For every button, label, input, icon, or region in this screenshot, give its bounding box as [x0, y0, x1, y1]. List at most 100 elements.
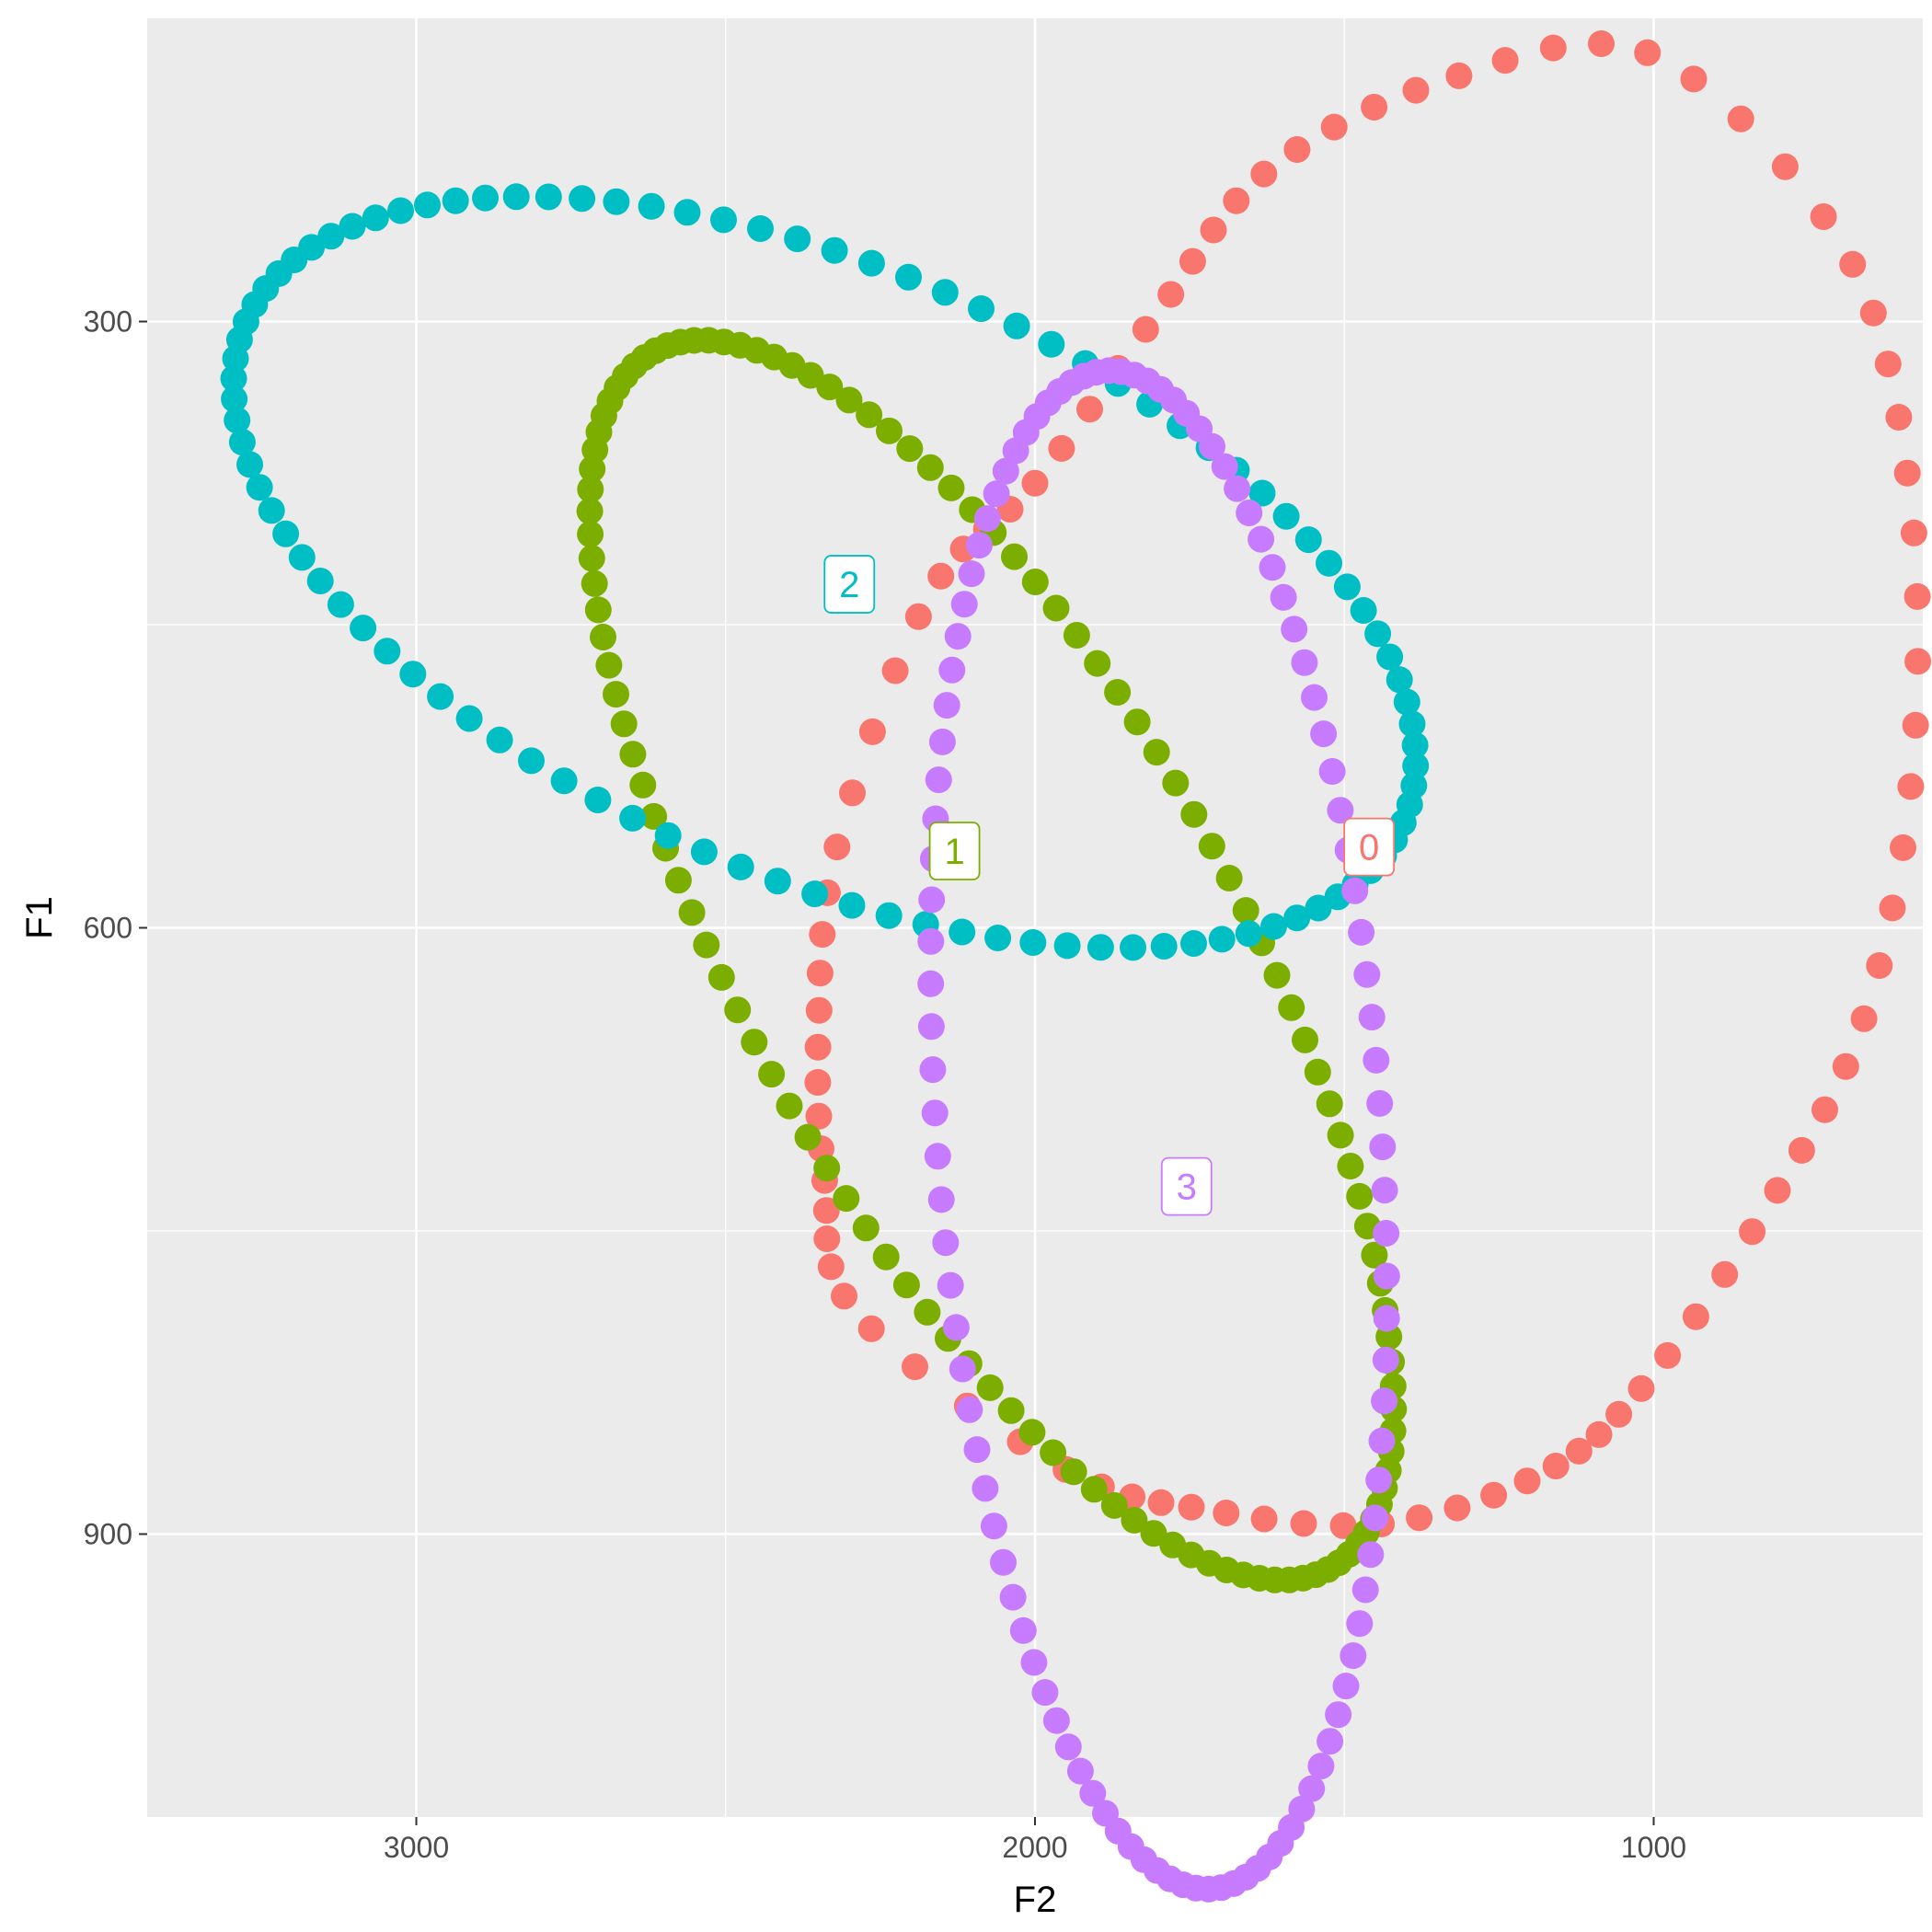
data-point	[236, 451, 263, 478]
grid-major	[147, 18, 1923, 1817]
data-point	[1332, 1673, 1360, 1700]
data-point	[518, 747, 545, 775]
data-point	[925, 766, 952, 794]
data-point	[1283, 136, 1311, 163]
data-point	[258, 497, 285, 524]
data-point	[1084, 650, 1111, 677]
data-point	[1893, 459, 1921, 487]
data-point	[1320, 113, 1348, 141]
data-point	[1445, 62, 1473, 89]
data-point	[805, 1102, 833, 1130]
data-point	[306, 568, 334, 594]
data-point	[963, 1436, 991, 1464]
data-point	[801, 880, 829, 908]
data-point	[932, 1229, 960, 1257]
data-point	[776, 1092, 803, 1120]
series-0	[804, 30, 1932, 1539]
data-point	[1361, 1241, 1388, 1269]
data-point	[399, 661, 427, 688]
data-point	[1680, 65, 1708, 93]
data-point	[581, 436, 609, 464]
data-point	[1369, 1133, 1397, 1161]
data-point	[1373, 1220, 1400, 1247]
data-point	[590, 624, 616, 650]
data-point	[1080, 1476, 1108, 1503]
data-point	[839, 779, 866, 807]
data-point	[1162, 769, 1190, 797]
data-point	[1040, 1439, 1067, 1466]
data-point	[339, 213, 366, 240]
series-layer	[220, 30, 1932, 1903]
data-point	[1327, 797, 1354, 824]
data-point	[1298, 1775, 1326, 1802]
data-point	[1263, 961, 1291, 989]
data-point	[1215, 865, 1243, 891]
data-point	[472, 184, 499, 212]
data-point	[1053, 932, 1081, 960]
data-point	[831, 1282, 857, 1310]
data-point	[917, 1013, 945, 1041]
data-point	[1368, 1427, 1396, 1455]
data-point	[1054, 1733, 1082, 1761]
data-point	[1198, 833, 1225, 860]
data-point	[1727, 105, 1754, 132]
data-point	[1900, 519, 1927, 546]
data-point	[809, 921, 836, 949]
data-point	[1002, 437, 1029, 465]
data-point	[976, 1374, 1004, 1401]
data-point	[619, 804, 647, 832]
y-axis: 300 600 900	[84, 305, 147, 1550]
series-label-1: 1	[928, 822, 981, 880]
y-tick-label: 900	[84, 1517, 132, 1550]
data-point	[1400, 772, 1428, 799]
data-point	[972, 1475, 999, 1502]
data-point	[1480, 1481, 1508, 1509]
data-point	[902, 1353, 928, 1381]
data-point	[1020, 1649, 1048, 1676]
data-point	[1031, 1679, 1059, 1707]
data-point	[1316, 1090, 1343, 1118]
x-tick-label: 1000	[1621, 1831, 1686, 1864]
data-point	[1301, 684, 1328, 711]
data-point	[881, 657, 909, 684]
data-point	[917, 970, 945, 997]
data-point	[1200, 216, 1227, 244]
data-point	[362, 204, 389, 232]
data-point	[1123, 708, 1151, 736]
data-point	[1003, 312, 1030, 339]
data-point	[1361, 94, 1388, 121]
data-point	[1259, 554, 1286, 581]
data-point	[804, 1069, 832, 1096]
data-point	[949, 1355, 976, 1383]
data-point	[577, 476, 604, 503]
data-point	[1213, 1500, 1240, 1526]
data-point	[813, 1225, 841, 1252]
data-point	[1292, 1026, 1318, 1053]
data-point	[272, 520, 300, 547]
data-point	[1333, 573, 1361, 601]
data-point	[1294, 526, 1322, 554]
data-point	[664, 867, 692, 894]
data-point	[1371, 1387, 1398, 1415]
data-point	[1147, 1489, 1175, 1516]
data-point	[1711, 1260, 1739, 1288]
series-label-0: 0	[1343, 817, 1396, 877]
data-point	[1771, 153, 1799, 180]
series-label-text: 2	[839, 565, 859, 605]
data-point	[1357, 1541, 1385, 1569]
data-point	[1278, 994, 1305, 1021]
data-point	[374, 638, 401, 665]
data-point	[1373, 1262, 1400, 1290]
data-point	[1682, 1303, 1709, 1330]
data-point	[857, 1315, 885, 1342]
data-point	[1307, 1753, 1335, 1780]
data-point	[1902, 711, 1929, 739]
data-point	[1248, 525, 1275, 553]
data-point	[833, 1185, 860, 1213]
data-point	[1353, 960, 1381, 988]
series-label-3: 3	[1160, 1156, 1213, 1216]
data-point	[1079, 1779, 1107, 1807]
data-point	[1346, 1610, 1374, 1638]
data-point	[707, 963, 735, 991]
